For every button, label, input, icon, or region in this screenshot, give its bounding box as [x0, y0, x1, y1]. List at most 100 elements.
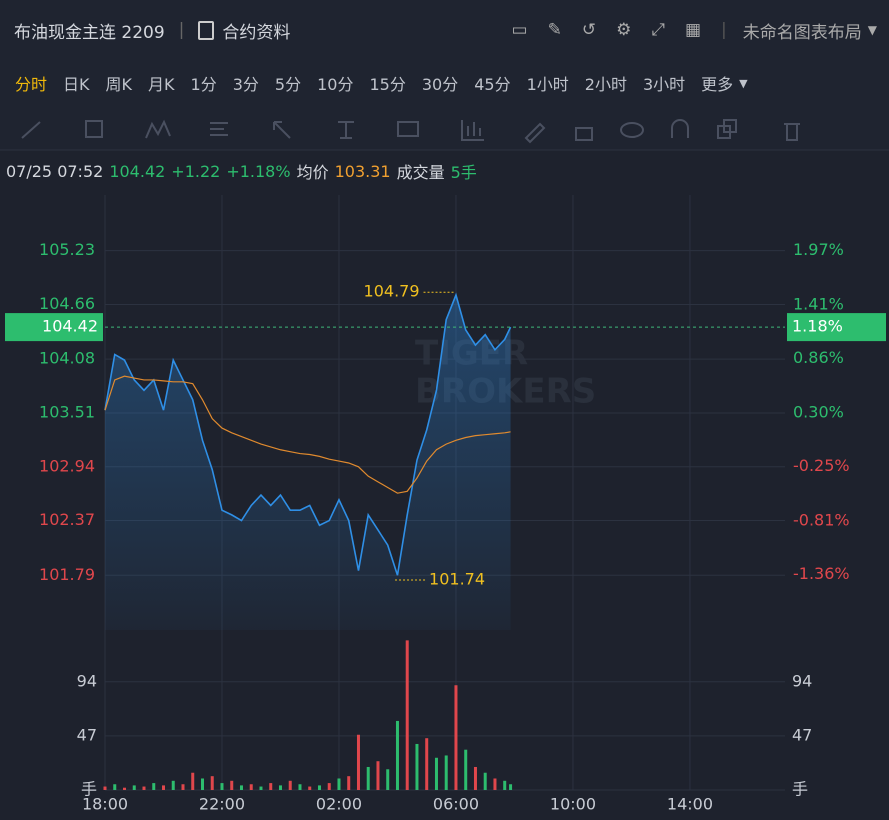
y-tick-label: 102.94	[39, 456, 95, 475]
tool-text[interactable]	[210, 122, 228, 136]
y2-tick-label: -0.25%	[793, 456, 850, 475]
layout-arrow[interactable]: ▼	[867, 23, 877, 37]
volume-bar	[434, 757, 438, 790]
volume-bar	[249, 784, 253, 790]
annotation-label: 104.79	[364, 282, 420, 301]
tool-pattern[interactable]	[145, 119, 171, 139]
current-price-tag	[5, 313, 103, 342]
timeframe-tab[interactable]: 3小时	[642, 75, 686, 94]
volume-bar	[210, 776, 214, 790]
y2-tick-label: -1.36%	[793, 564, 850, 583]
volume-bar	[473, 766, 477, 790]
x-tick-label: 22:00	[199, 795, 245, 814]
volume-bar	[454, 685, 458, 790]
quote-change: +1.22	[171, 161, 221, 181]
layout-name[interactable]: 未命名图表布局	[742, 22, 862, 43]
volume-bar	[181, 784, 185, 790]
volume-bar	[113, 784, 117, 790]
tool-lock[interactable]	[575, 127, 593, 141]
quote-line: 07/25 07:52 104.42 +1.22 +1.18% 均价 103.3…	[6, 158, 477, 184]
volume-tick-label: 手	[81, 780, 97, 799]
timeframe-tab[interactable]: 分时	[15, 75, 48, 94]
volume-bar	[366, 766, 370, 790]
volume-bar	[444, 755, 448, 790]
more-arrow[interactable]: ▼	[739, 76, 748, 90]
volume-bar	[425, 738, 429, 790]
tool-label[interactable]	[397, 121, 419, 137]
timeframe-tab[interactable]: 1分	[190, 75, 217, 94]
volume-bar	[171, 780, 175, 790]
timeframe-tab[interactable]: 30分	[421, 75, 459, 94]
volume-bar	[317, 785, 321, 790]
volume-bar	[376, 761, 380, 790]
icon-settings[interactable]: ⚙	[616, 20, 632, 40]
x-tick-label: 06:00	[433, 795, 479, 814]
timeframe-tab[interactable]: 周K	[105, 75, 133, 94]
tool-rect[interactable]	[85, 120, 103, 138]
quote-last: 104.42	[109, 161, 166, 181]
x-tick-label: 02:00	[316, 795, 362, 814]
volume-bar	[395, 720, 399, 790]
tool-arrow[interactable]	[273, 121, 291, 139]
volume-bar	[152, 783, 156, 790]
timeframe-tab[interactable]: 5分	[274, 75, 302, 94]
y-tick-label: 105.23	[39, 240, 95, 259]
volume-bar	[347, 776, 351, 790]
timeframe-tab[interactable]: 日K	[63, 75, 90, 94]
volume-bar	[308, 786, 312, 790]
tool-chart[interactable]	[461, 120, 484, 141]
y2-tick-label: -0.81%	[793, 511, 850, 530]
current-pct-tag	[787, 313, 886, 342]
quote-avg-label: 均价	[296, 163, 329, 182]
volume-bar	[356, 734, 360, 790]
volume-bar	[191, 772, 195, 790]
timeframe-tab[interactable]: 1小时	[526, 75, 569, 94]
tool-line[interactable]	[21, 121, 41, 139]
volume-bar	[230, 780, 234, 790]
volume-bar	[278, 785, 282, 790]
icon-fullscreen[interactable]: ⤢	[651, 20, 665, 40]
quote-volume-label: 成交量	[396, 163, 445, 182]
quote-avg: 103.31	[334, 161, 391, 181]
volume-bar	[220, 783, 224, 790]
volume-bar	[200, 778, 204, 790]
timeframe-tab[interactable]: 月K	[148, 75, 175, 94]
icon-edit[interactable]: ✎	[547, 20, 562, 40]
instrument-title[interactable]: 布油现金主连 2209	[14, 22, 165, 43]
y-tick-label: 103.51	[39, 402, 95, 421]
timeframe-tab[interactable]: 3分	[232, 75, 259, 94]
x-tick-label: 10:00	[550, 795, 596, 814]
icon-grid[interactable]: ▦	[684, 20, 702, 40]
timeframe-tab[interactable]: 15分	[369, 75, 406, 94]
y-tick-label: 104.66	[39, 294, 95, 313]
timeframe-tab[interactable]: 2小时	[584, 75, 627, 94]
x-tick-label: 14:00	[667, 795, 713, 814]
contract-info[interactable]: 合约资料	[222, 22, 291, 43]
volume-bar	[483, 772, 487, 790]
volume-bar	[405, 640, 409, 790]
tool-eye[interactable]	[620, 122, 644, 138]
volume-bar	[259, 786, 263, 790]
volume-bar	[269, 783, 273, 790]
volume-bar	[493, 778, 497, 790]
volume-bar	[337, 778, 341, 790]
timeframe-tab[interactable]: 45分	[474, 75, 511, 94]
volume-bar	[142, 786, 146, 790]
price-area	[105, 295, 511, 630]
timeframe-tabs: 分时 日K 周K 月K 1分 3分 5分 10分 15分 30分 45分 1小时 2小时 3小时 更多 ▼	[0, 60, 889, 106]
tool-pen[interactable]	[524, 122, 546, 144]
timeframe-tab[interactable]: 10分	[317, 75, 354, 94]
tool-delete[interactable]	[784, 123, 800, 141]
volume-bar	[288, 780, 292, 790]
drawing-toolbar	[21, 119, 800, 144]
tool-magnet[interactable]	[671, 119, 689, 138]
icon-reset[interactable]: ↺	[581, 20, 597, 40]
quote-volume: 5手	[450, 163, 477, 182]
quote-time: 07/25 07:52	[6, 161, 104, 181]
y2-tick-label: 0.86%	[793, 348, 844, 367]
icon-indicator[interactable]: ▭	[511, 20, 528, 40]
timeframe-tab[interactable]: 更多	[701, 75, 734, 94]
price-line	[104, 292, 512, 576]
tool-measure[interactable]	[338, 121, 354, 139]
